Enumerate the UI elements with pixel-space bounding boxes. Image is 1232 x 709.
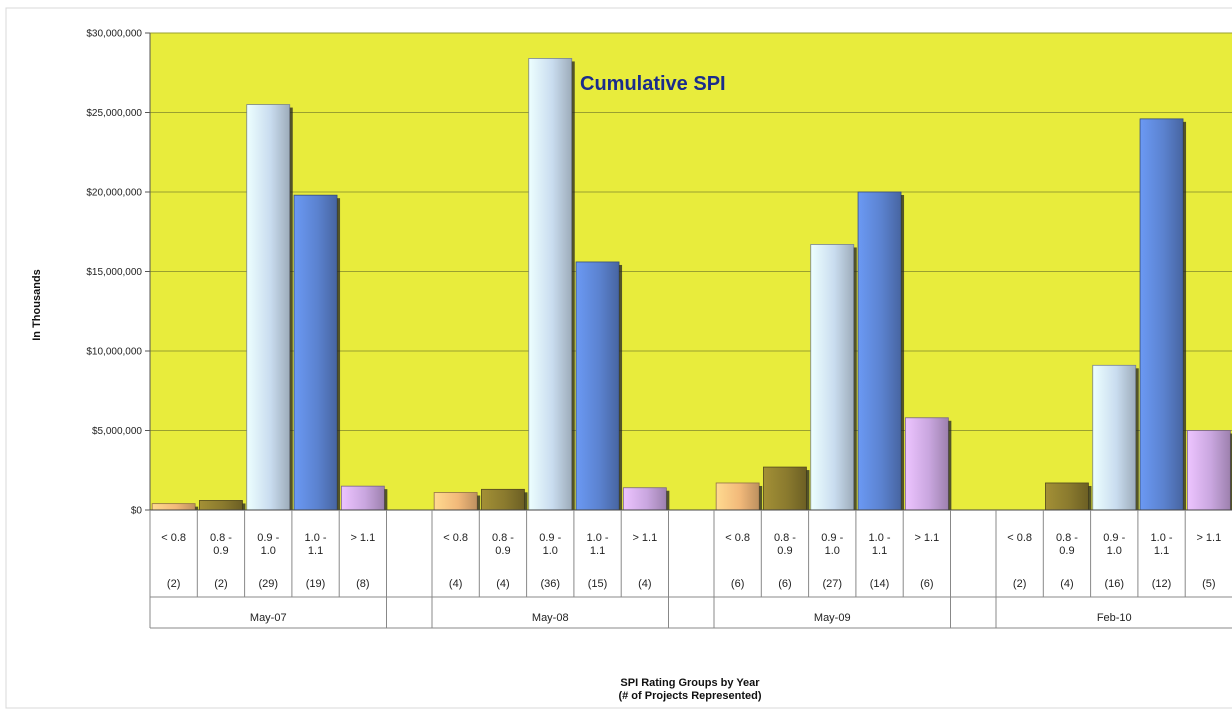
bar-may-08-5 bbox=[622, 487, 667, 511]
project-count-label: (8) bbox=[356, 578, 369, 590]
bar-may-09-5 bbox=[904, 417, 949, 511]
project-count-label: (5) bbox=[1202, 578, 1215, 590]
bar-may-09-3 bbox=[810, 244, 855, 511]
bar-shadow bbox=[289, 107, 293, 511]
category-label: < 0.8 bbox=[1007, 532, 1032, 544]
bar-shadow bbox=[853, 247, 857, 510]
bar-may-07-2 bbox=[199, 500, 243, 511]
project-count-label: (4) bbox=[449, 578, 462, 590]
project-count-label: (4) bbox=[496, 578, 509, 590]
y-tick-label: $30,000,000 bbox=[86, 29, 142, 40]
x-axis-label-line2: (# of Projects Represented) bbox=[618, 690, 761, 702]
bar-shadow bbox=[619, 264, 623, 510]
bar-may-08-1 bbox=[433, 492, 478, 511]
category-label: 0.8 -0.9 bbox=[210, 532, 232, 557]
category-label: 0.9 -1.0 bbox=[821, 532, 843, 557]
project-count-label: (4) bbox=[638, 578, 651, 590]
bar-may-09-4 bbox=[857, 191, 902, 511]
x-axis-label-line1: SPI Rating Groups by Year bbox=[620, 677, 760, 689]
project-count-label: (29) bbox=[258, 578, 278, 590]
y-tick-label: $10,000,000 bbox=[86, 347, 142, 358]
bar-feb-10-4 bbox=[1139, 118, 1184, 511]
bar-may-08-3 bbox=[528, 58, 573, 511]
bar-shadow bbox=[1230, 433, 1232, 510]
category-label: 1.0 -1.1 bbox=[869, 532, 891, 557]
category-label: 0.8 -0.9 bbox=[1056, 532, 1078, 557]
project-count-label: (6) bbox=[731, 578, 744, 590]
bar-shadow bbox=[524, 492, 528, 510]
y-tick-label: $25,000,000 bbox=[86, 108, 142, 119]
group-label: Feb-10 bbox=[1097, 612, 1132, 624]
category-label: 0.8 -0.9 bbox=[492, 532, 514, 557]
group-label: May-07 bbox=[250, 612, 287, 624]
project-count-label: (15) bbox=[588, 578, 608, 590]
bar-shadow bbox=[195, 506, 199, 510]
category-label: 0.8 -0.9 bbox=[774, 532, 796, 557]
bar-may-09-2 bbox=[763, 466, 807, 511]
y-tick-label: $5,000,000 bbox=[92, 426, 142, 437]
bar-may-07-4 bbox=[293, 194, 338, 511]
bar-shadow bbox=[806, 470, 810, 510]
category-label: 0.9 -1.0 bbox=[1103, 532, 1125, 557]
chart-title: Cumulative SPI bbox=[580, 73, 726, 95]
bar-shadow bbox=[337, 198, 341, 510]
project-count-label: (19) bbox=[306, 578, 326, 590]
bar-may-07-5 bbox=[340, 485, 385, 511]
bars bbox=[151, 58, 1232, 511]
bar-may-09-1 bbox=[715, 482, 760, 511]
bar-shadow bbox=[1183, 121, 1187, 511]
project-count-label: (12) bbox=[1152, 578, 1172, 590]
bar-feb-10-2 bbox=[1045, 482, 1089, 511]
category-label: 1.0 -1.1 bbox=[1151, 532, 1173, 557]
category-label: > 1.1 bbox=[632, 532, 657, 544]
group-label: May-08 bbox=[532, 612, 569, 624]
y-axis-ticks: $0 $5,000,000 $10,000,000 $15,000,000 $20,00… bbox=[86, 29, 151, 517]
category-label: 0.9 -1.0 bbox=[257, 532, 279, 557]
project-count-label: (4) bbox=[1060, 578, 1073, 590]
project-count-label: (16) bbox=[1104, 578, 1124, 590]
y-tick-label: $0 bbox=[131, 506, 143, 517]
category-label: < 0.8 bbox=[725, 532, 750, 544]
bar-may-08-4 bbox=[575, 261, 620, 511]
category-label: 1.0 -1.1 bbox=[305, 532, 327, 557]
bar-shadow bbox=[759, 485, 763, 510]
project-count-label: (2) bbox=[167, 578, 180, 590]
bar-shadow bbox=[1135, 368, 1139, 510]
y-tick-label: $20,000,000 bbox=[86, 188, 142, 199]
bar-shadow bbox=[1088, 485, 1092, 510]
bar-may-07-3 bbox=[246, 104, 291, 511]
category-label: < 0.8 bbox=[161, 532, 186, 544]
y-tick-label: $15,000,000 bbox=[86, 267, 142, 278]
bar-shadow bbox=[571, 61, 575, 510]
category-label: > 1.1 bbox=[1196, 532, 1221, 544]
bar-shadow bbox=[477, 495, 481, 510]
project-count-label: (6) bbox=[778, 578, 791, 590]
category-label: < 0.8 bbox=[443, 532, 468, 544]
project-count-label: (6) bbox=[920, 578, 933, 590]
bar-shadow bbox=[948, 420, 952, 510]
group-label: May-09 bbox=[814, 612, 851, 624]
project-count-label: (2) bbox=[214, 578, 227, 590]
x-axis: < 0.8 (2) 0.8 -0.9 (2) 0.9 -1.0 (29) 1.0 -1.1 (… bbox=[149, 509, 1232, 629]
bar-shadow bbox=[666, 490, 670, 510]
bar-feb-10-3 bbox=[1092, 364, 1137, 511]
bar-may-07-1 bbox=[151, 503, 196, 511]
bar-shadow bbox=[384, 489, 388, 510]
bar-shadow bbox=[901, 195, 905, 510]
project-count-label: (2) bbox=[1013, 578, 1026, 590]
category-label: 0.9 -1.0 bbox=[539, 532, 561, 557]
category-label: > 1.1 bbox=[350, 532, 375, 544]
project-count-label: (27) bbox=[822, 578, 842, 590]
bar-shadow bbox=[242, 503, 246, 510]
category-label: 1.0 -1.1 bbox=[587, 532, 609, 557]
project-count-label: (36) bbox=[540, 578, 560, 590]
y-axis-label: In Thousands bbox=[31, 269, 43, 341]
project-count-label: (14) bbox=[870, 578, 890, 590]
category-label: > 1.1 bbox=[914, 532, 939, 544]
bar-feb-10-5 bbox=[1186, 430, 1231, 511]
bar-may-08-2 bbox=[481, 488, 525, 511]
